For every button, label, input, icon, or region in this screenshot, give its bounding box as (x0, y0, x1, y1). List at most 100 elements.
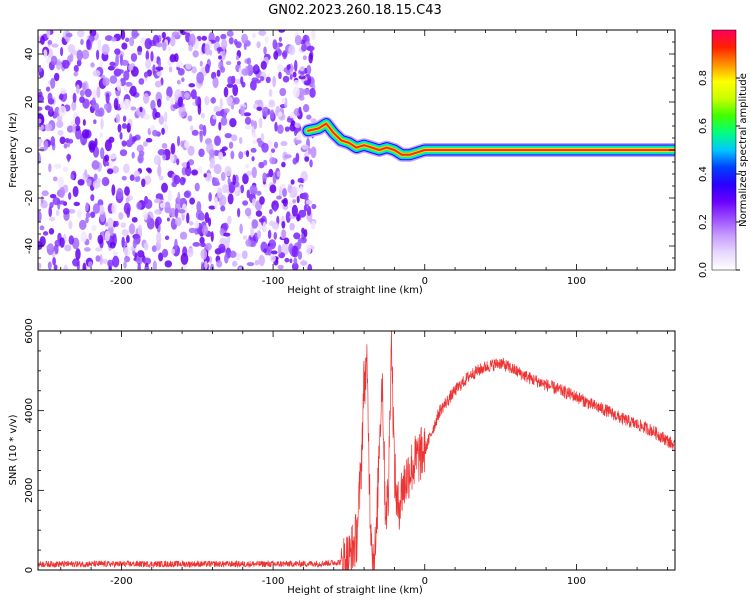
noise-blob (240, 184, 245, 194)
noise-blob (251, 198, 256, 207)
noise-blob (138, 78, 145, 85)
noise-blob (244, 163, 250, 169)
noise-blob (124, 186, 130, 196)
noise-blob (90, 211, 96, 218)
noise-blob (116, 79, 122, 92)
noise-blob (125, 235, 130, 244)
noise-blob (49, 216, 56, 222)
noise-blob (230, 150, 235, 160)
noise-blob (145, 50, 150, 61)
noise-blob (181, 111, 188, 116)
noise-blob (128, 88, 136, 95)
noise-blob (189, 197, 196, 205)
noise-blob (282, 50, 288, 60)
noise-blob (269, 157, 276, 165)
noise-blob (191, 129, 199, 136)
noise-blob (137, 250, 145, 258)
noise-blob (162, 154, 167, 161)
noise-blob (299, 95, 305, 101)
noise-blob (39, 236, 46, 247)
snr-xtick-label: 0 (422, 576, 428, 587)
noise-blob (145, 138, 153, 143)
noise-blob (119, 101, 125, 110)
noise-blob (284, 257, 290, 263)
noise-blob (308, 52, 313, 64)
noise-blob (121, 123, 128, 129)
noise-blob (88, 140, 96, 151)
noise-blob (263, 46, 267, 55)
colorbar-label: Normalized spectral amplitude (738, 73, 749, 227)
noise-blob (235, 41, 242, 49)
noise-blob (49, 194, 57, 199)
noise-blob (282, 188, 287, 198)
spectrogram-xtick-label: 0 (422, 276, 428, 287)
noise-blob (297, 177, 304, 183)
noise-blob (83, 247, 91, 252)
noise-blob (123, 163, 130, 174)
noise-blob (258, 30, 267, 36)
noise-blob (222, 222, 229, 231)
noise-blob (157, 149, 166, 156)
noise-blob (171, 248, 176, 255)
noise-blob (81, 82, 87, 91)
noise-blob (130, 52, 138, 62)
noise-blob (68, 220, 73, 230)
noise-blob (190, 89, 197, 100)
noise-blob (256, 106, 263, 111)
noise-blob (226, 96, 233, 105)
noise-blob (242, 235, 248, 240)
noise-blob (47, 261, 52, 270)
noise-blob (212, 77, 219, 89)
noise-blob (154, 198, 162, 204)
noise-blob (305, 199, 313, 205)
noise-blob (77, 179, 85, 186)
noise-blob (224, 165, 232, 177)
noise-blob (250, 80, 257, 91)
noise-blob (143, 175, 152, 185)
noise-blob (280, 140, 288, 147)
noise-blob (124, 84, 128, 93)
noise-blob (232, 174, 236, 186)
noise-blob (86, 178, 92, 187)
noise-blob (244, 116, 252, 125)
noise-blob (121, 42, 128, 50)
noise-blob (155, 42, 163, 48)
noise-blob (62, 208, 70, 215)
noise-blob (263, 248, 268, 253)
noise-blob (213, 163, 222, 175)
noise-blob (288, 201, 292, 208)
noise-blob (255, 79, 262, 84)
noise-blob (177, 68, 185, 76)
noise-blob (109, 75, 118, 84)
noise-blob (57, 115, 63, 122)
noise-blob (227, 193, 234, 205)
noise-blob (292, 71, 297, 78)
noise-blob (164, 260, 172, 268)
snr-xtick-label: 100 (567, 576, 586, 587)
noise-blob (208, 205, 216, 210)
noise-blob (218, 243, 226, 253)
noise-blob (298, 106, 302, 115)
noise-blob (273, 50, 279, 60)
noise-blob (106, 168, 114, 175)
noise-blob (52, 257, 56, 266)
noise-blob (125, 197, 130, 203)
noise-blob (238, 266, 243, 270)
noise-blob (63, 143, 68, 149)
noise-blob (46, 244, 54, 249)
noise-blob (306, 205, 312, 216)
noise-blob (251, 219, 259, 229)
noise-blob (137, 224, 143, 237)
noise-blob (167, 189, 172, 202)
noise-blob (137, 262, 141, 270)
noise-blob (40, 35, 45, 45)
noise-blob (53, 72, 60, 82)
noise-blob (38, 152, 41, 164)
noise-blob (103, 103, 109, 110)
noise-blob (156, 98, 162, 108)
noise-blob (71, 100, 77, 112)
noise-blob (269, 220, 276, 227)
noise-blob (238, 137, 243, 144)
noise-blob (153, 155, 161, 166)
